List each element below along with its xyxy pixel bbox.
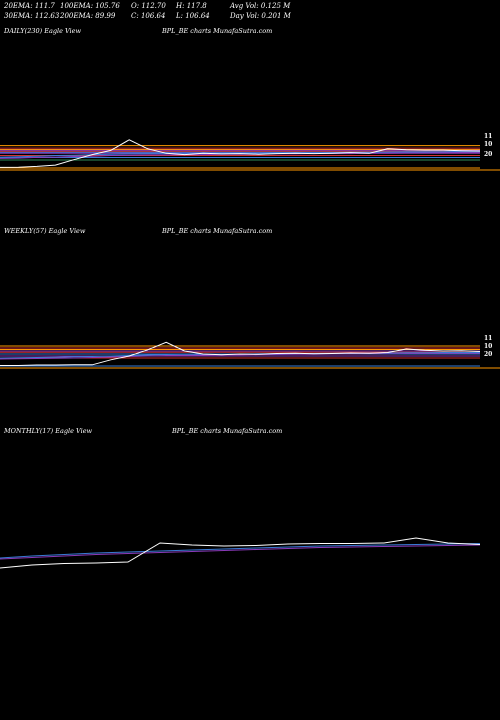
weekly-source-label: BPL_BE charts MunafaSutra.com: [162, 227, 273, 235]
daily-series-2: [0, 152, 480, 159]
weekly-series-2: [0, 352, 480, 360]
weekly-tick-label-0: 11: [484, 335, 492, 342]
stat-30ema: 30EMA: 112.63: [4, 12, 60, 20]
monthly-series-2: [0, 544, 481, 560]
weekly-panel-label: WEEKLY(57) Eagle View: [4, 227, 86, 235]
stat-200ema: 200EMA: 89.99: [60, 12, 116, 20]
daily-panel-label: DAILY(230) Eagle View: [4, 27, 82, 35]
stat-avg-vol: Avg Vol: 0.125 M: [230, 2, 291, 10]
daily-source-label: BPL_BE charts MunafaSutra.com: [162, 27, 273, 35]
monthly-panel-label: MONTHLY(17) Eagle View: [4, 427, 93, 435]
stat-day-vol: Day Vol: 0.201 M: [230, 12, 291, 20]
daily-tick-label-0: 11: [484, 133, 492, 140]
weekly-tick-label-1: 10: [484, 343, 492, 350]
monthly-series-1: [0, 543, 481, 559]
stat-low: L: 106.64: [176, 12, 210, 20]
stat-open: O: 112.70: [131, 2, 166, 10]
weekly-series-0: [0, 341, 481, 366]
daily-tick-label-1: 10: [484, 141, 492, 148]
daily-series-0: [0, 139, 481, 168]
daily-tick-label-2: 20: [484, 151, 492, 158]
stat-20ema: 20EMA: 111.7: [4, 2, 55, 10]
stat-high: H: 117.8: [176, 2, 207, 10]
monthly-series-0: [0, 537, 481, 569]
weekly-tick-label-2: 20: [484, 351, 492, 358]
stat-100ema: 100EMA: 105.76: [60, 2, 120, 10]
monthly-source-label: BPL_BE charts MunafaSutra.com: [172, 427, 283, 435]
stat-close: C: 106.64: [131, 12, 166, 20]
